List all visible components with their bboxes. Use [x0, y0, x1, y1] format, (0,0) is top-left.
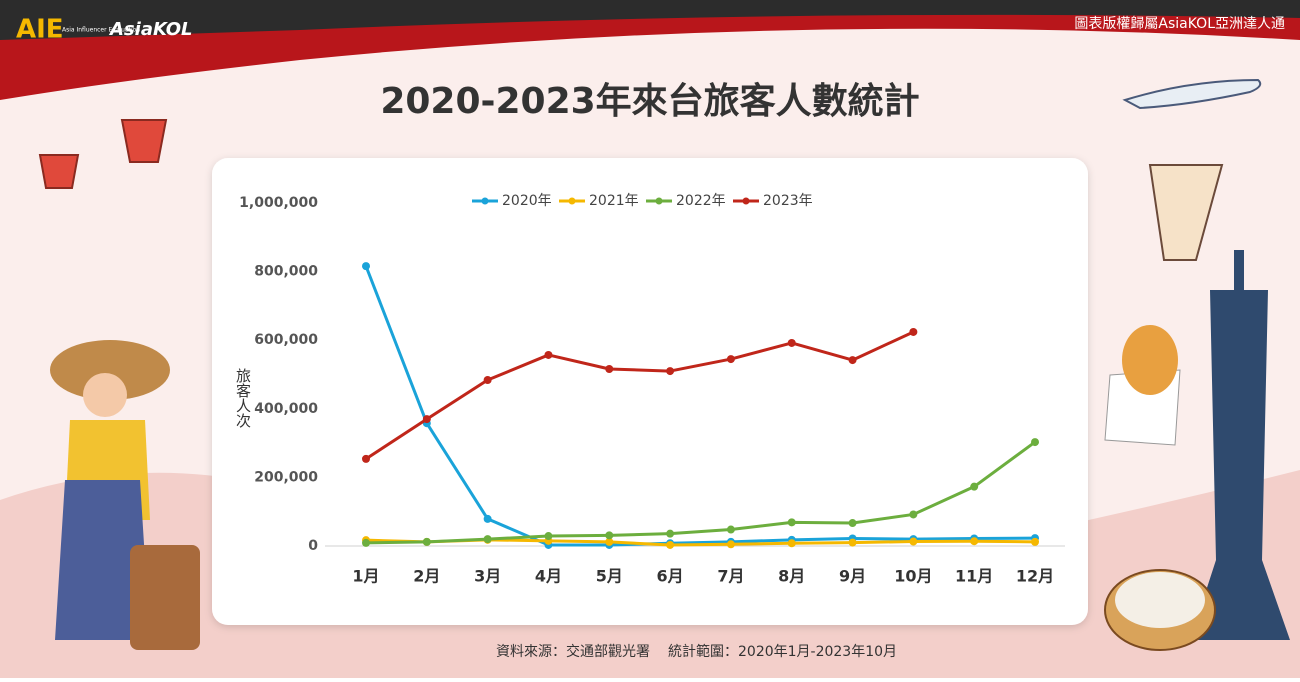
- x-tick-label: 1月: [352, 567, 379, 586]
- data-point: [544, 532, 553, 541]
- data-point: [726, 355, 735, 364]
- data-point: [362, 538, 370, 547]
- x-tick-label: 12月: [1016, 567, 1054, 586]
- plot: 0 200,000 400,000 600,000 800,000 1,000,000 1月…: [239, 193, 1065, 586]
- data-point: [544, 350, 553, 359]
- data-point: [909, 510, 918, 519]
- legend-dot: [481, 197, 489, 205]
- data-point: [362, 454, 370, 463]
- x-tick-label: 10月: [894, 567, 932, 586]
- data-point: [666, 540, 675, 549]
- x-tick-label: 7月: [717, 567, 744, 586]
- legend-label: 2021年: [589, 193, 639, 209]
- logo-sub: Asia Influencer Evaluation: [62, 27, 140, 34]
- y-tick-label: 400,000: [254, 401, 318, 417]
- chart-card: [212, 158, 1088, 625]
- chart-title: 2020-2023年來台旅客人數統計: [380, 81, 919, 122]
- x-tick-label: 8月: [778, 567, 805, 586]
- x-tick-label: 5月: [596, 567, 623, 586]
- y-tick-label: 0: [308, 538, 318, 554]
- data-point: [1031, 537, 1039, 546]
- data-point: [787, 338, 796, 347]
- data-point: [787, 518, 796, 527]
- x-tick-label: 2月: [413, 567, 440, 586]
- data-point: [422, 415, 431, 424]
- brand: AsiaKOL: [108, 19, 193, 40]
- data-point: [970, 482, 979, 491]
- data-point: [970, 537, 979, 546]
- airplane: [1122, 78, 1262, 110]
- legend-dot: [742, 197, 750, 205]
- legend-label: 2023年: [763, 193, 813, 209]
- footer-range: 統計範圍：2020年1月-2023年10月: [668, 643, 897, 660]
- x-tick-label: 3月: [474, 567, 501, 586]
- x-tick-label: 6月: [657, 567, 684, 586]
- y-tick-label: 800,000: [254, 264, 318, 280]
- data-point: [848, 538, 857, 547]
- data-point: [422, 537, 431, 546]
- taipei-101: [1190, 250, 1290, 640]
- data-point: [666, 367, 675, 376]
- data-point: [787, 539, 796, 548]
- lanterns: [38, 119, 168, 189]
- dumplings: [1104, 569, 1216, 651]
- footer-source: 資料來源：交通部觀光署: [496, 643, 650, 660]
- series-line: [364, 265, 1036, 547]
- data-point: [483, 514, 492, 523]
- y-axis-label: 旅客人次: [234, 368, 252, 428]
- data-point: [726, 525, 735, 534]
- data-point: [605, 537, 614, 546]
- data-point: [1031, 438, 1039, 447]
- data-point: [848, 519, 857, 528]
- series-line: [365, 440, 1036, 545]
- traveler: [50, 340, 200, 650]
- data-point: [362, 262, 370, 271]
- data-point: [666, 529, 675, 538]
- top-dark: [0, 0, 1300, 40]
- copyright: 圖表版權歸屬AsiaKOL亞洲達人通: [1074, 15, 1285, 32]
- x-tick-label: 11月: [955, 567, 993, 586]
- legend-dot: [655, 197, 663, 205]
- bubble-tea: [1148, 164, 1224, 261]
- data-point: [605, 365, 614, 374]
- legend-dot: [568, 197, 576, 205]
- x-tick-label: 4月: [535, 567, 562, 586]
- y-tick-label: 600,000: [254, 332, 318, 348]
- fried-chicken: [1104, 325, 1181, 446]
- data-point: [483, 375, 492, 384]
- data-point: [909, 327, 918, 336]
- series-line: [365, 330, 914, 461]
- data-point: [605, 531, 614, 540]
- y-tick-label: 200,000: [254, 469, 318, 485]
- data-point: [726, 540, 735, 549]
- data-point: [909, 537, 918, 546]
- legend-label: 2020年: [502, 193, 552, 209]
- x-tick-label: 9月: [839, 567, 866, 586]
- logo: AIE: [16, 15, 64, 45]
- data-point: [483, 535, 492, 544]
- data-point: [848, 356, 857, 365]
- legend-label: 2022年: [676, 193, 726, 209]
- y-tick-label: 1,000,000: [239, 195, 318, 211]
